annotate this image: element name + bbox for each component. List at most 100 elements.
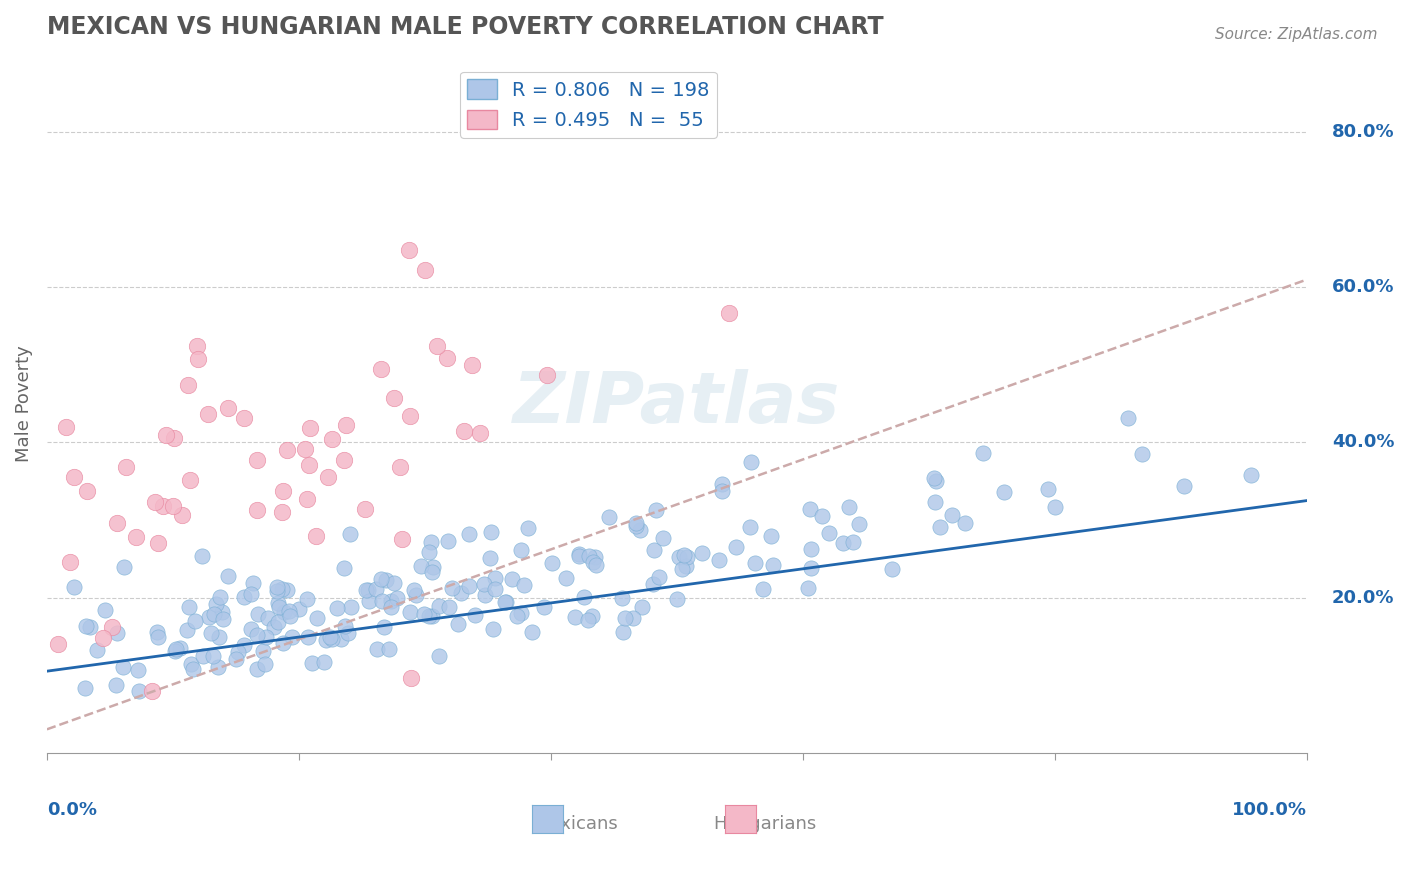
Point [295,491,318,506]
Point [55,419,77,434]
Point [391,533,413,547]
Point [354,583,377,598]
Point [581,555,603,569]
Point [461,358,484,372]
Point [105,626,128,640]
Point [155,427,177,442]
Point [495,595,517,609]
Point [752,582,775,596]
Point [929,520,952,534]
Point [208,631,231,645]
Point [479,524,502,539]
Point [413,607,436,621]
Point [624,516,647,530]
Point [63,469,86,483]
Point [281,630,304,644]
Point [297,458,319,473]
Point [630,523,652,537]
Point [333,561,356,575]
Point [554,571,576,585]
Point [614,611,637,625]
Text: ZIPatlas: ZIPatlas [513,369,841,438]
Point [277,604,299,618]
Point [321,632,343,646]
Point [245,662,267,676]
Point [297,591,319,606]
Point [202,649,225,664]
Point [453,424,475,438]
Point [233,411,256,425]
Point [1116,411,1139,425]
Point [436,351,458,365]
Point [165,644,187,658]
Point [75,618,97,632]
Point [330,632,353,647]
Point [91,631,114,645]
Point [146,536,169,550]
Point [598,510,620,524]
Point [208,591,231,605]
Point [645,503,668,517]
Point [494,594,516,608]
Point [373,619,395,633]
Point [357,583,380,598]
Point [631,600,654,615]
Text: 0.0%: 0.0% [46,801,97,820]
Point [385,591,408,606]
Point [86,643,108,657]
Point [1038,482,1060,496]
Text: Mexicans: Mexicans [534,815,617,833]
Point [675,559,697,574]
Point [354,502,377,516]
Point [993,485,1015,500]
Point [924,495,946,509]
Point [380,594,402,608]
Point [762,558,785,572]
Text: MEXICAN VS HUNGARIAN MALE POVERTY CORRELATION CHART: MEXICAN VS HUNGARIAN MALE POVERTY CORREL… [46,15,883,39]
Point [672,549,695,563]
Point [675,549,697,564]
Point [468,425,491,440]
Point [179,473,201,487]
Point [520,624,543,639]
Point [240,587,263,601]
Point [335,418,357,433]
Point [179,599,201,614]
Point [437,534,460,549]
Point [79,620,101,634]
Point [458,579,481,593]
Point [799,502,821,516]
Legend: R = 0.806   N = 198, R = 0.495   N =  55: R = 0.806 N = 198, R = 0.495 N = 55 [460,71,717,138]
Point [671,562,693,576]
Point [127,663,149,677]
Point [242,576,264,591]
Point [533,599,555,614]
Point [239,622,262,636]
Text: Source: ZipAtlas.com: Source: ZipAtlas.com [1215,27,1378,42]
Point [141,683,163,698]
Point [191,549,214,564]
Point [217,401,239,415]
Point [307,610,329,624]
Point [273,605,295,619]
Point [333,619,356,633]
Point [484,582,506,596]
Point [257,611,280,625]
Point [441,581,464,595]
Point [294,442,316,456]
Point [111,660,134,674]
Point [266,584,288,599]
Point [184,614,207,628]
Point [541,556,564,570]
Point [374,573,396,587]
Point [252,644,274,658]
Point [841,535,863,549]
Point [339,527,361,541]
Point [269,600,291,615]
Point [165,641,187,656]
Point [810,508,832,523]
Point [831,535,853,549]
Point [128,683,150,698]
Point [536,368,558,382]
Point [427,649,450,664]
